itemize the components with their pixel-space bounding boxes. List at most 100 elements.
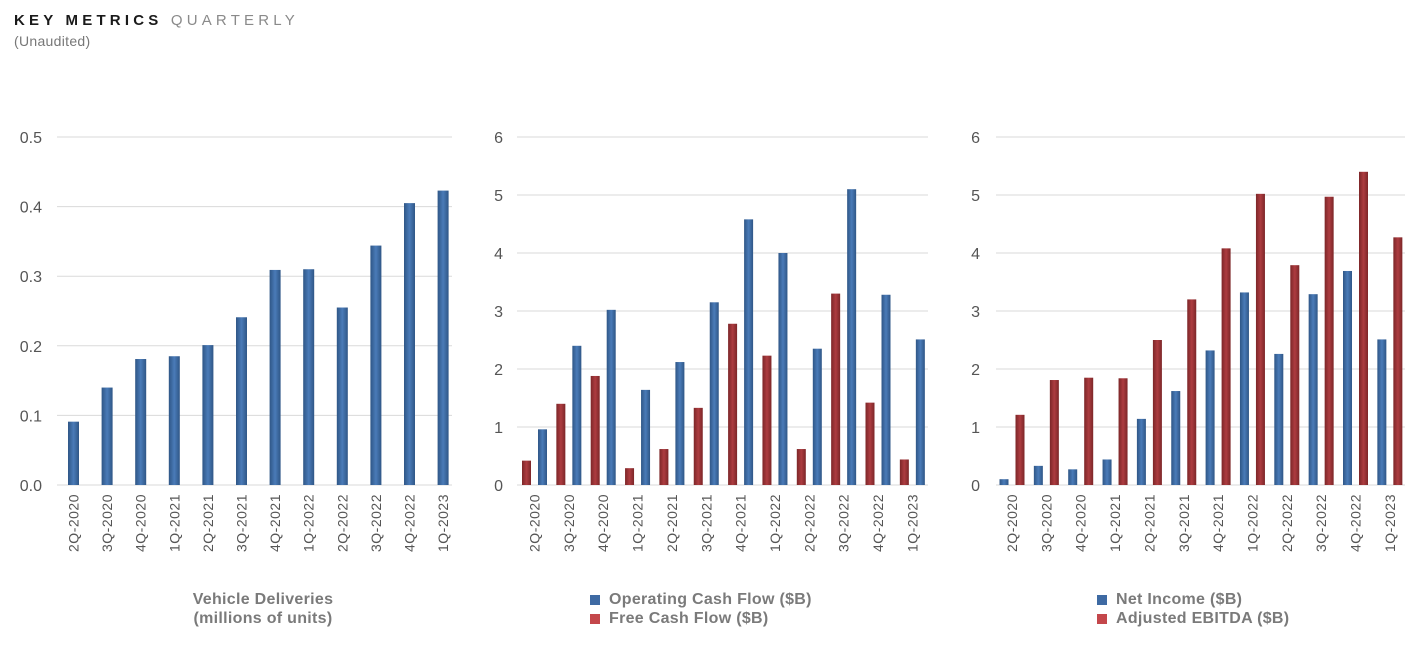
x-tick-label: 2Q-2021 — [664, 494, 680, 552]
page-title: KEY METRICS QUARTERLY — [14, 12, 299, 29]
bar — [303, 269, 315, 485]
bar — [1255, 193, 1265, 485]
x-tick-label: 2Q-2020 — [66, 494, 82, 552]
cashflow-chart: 0 1 2 3 4 5 6 2Q-2020 3Q-2020 4Q-2020 1Q-2021 2Q-20… — [494, 130, 928, 552]
y-tick-label: 4 — [971, 246, 980, 263]
deliveries-caption-line1: Vehicle Deliveries — [192, 591, 334, 608]
x-tick-label: 1Q-2023 — [1382, 494, 1398, 552]
bar — [762, 355, 772, 485]
x-tick-label: 1Q-2021 — [630, 494, 646, 552]
bar — [675, 362, 685, 485]
bar — [693, 407, 703, 485]
y-tick-label: 5 — [494, 188, 503, 205]
bar — [881, 294, 891, 485]
bar — [370, 245, 382, 485]
bar — [1290, 265, 1300, 485]
bar — [744, 219, 754, 486]
y-tick-label: 1 — [494, 420, 503, 437]
x-tick-label: 1Q-2021 — [1107, 494, 1123, 552]
legend-item-net-income: Net Income ($B) — [1097, 590, 1289, 609]
x-tick-label: 1Q-2022 — [301, 494, 317, 552]
legend-item-adjusted-ebitda: Adjusted EBITDA ($B) — [1097, 609, 1289, 628]
y-tick-label: 1 — [971, 420, 980, 437]
bar — [336, 307, 348, 485]
y-tick-label: 4 — [494, 246, 503, 263]
bar — [606, 309, 616, 485]
x-tick-label: 4Q-2021 — [267, 494, 283, 552]
x-tick-label: 3Q-2022 — [1313, 494, 1329, 552]
bar — [572, 345, 582, 485]
bar — [590, 375, 600, 485]
y-tick-label: 6 — [494, 130, 503, 147]
bar — [812, 348, 822, 485]
free-cash-flow-label: Free Cash Flow ($B) — [609, 609, 769, 627]
x-tick-label: 1Q-2023 — [435, 494, 451, 552]
bar — [1324, 196, 1334, 486]
x-tick-label: 3Q-2020 — [99, 494, 115, 552]
legend-item-free-cash-flow: Free Cash Flow ($B) — [590, 609, 812, 628]
bar — [915, 339, 925, 485]
x-tick-label: 2Q-2021 — [200, 494, 216, 552]
bar — [1102, 459, 1112, 485]
x-tick-label: 3Q-2021 — [234, 494, 250, 552]
bar — [236, 317, 247, 485]
bar — [1084, 377, 1094, 485]
deliveries-chart: 0.0 0.1 0.2 0.3 0.4 0.5 2Q-2020 3Q-2020 4Q-2020 1… — [20, 130, 452, 552]
x-tick-label: 1Q-2021 — [166, 494, 182, 552]
bar — [1033, 465, 1043, 485]
bar — [1049, 380, 1059, 485]
y-tick-label: 0.0 — [20, 478, 42, 495]
y-tick-label: 6 — [971, 130, 980, 147]
x-tick-label: 4Q-2022 — [402, 494, 418, 552]
free-cash-flow-swatch — [590, 613, 600, 624]
bar — [1068, 469, 1078, 485]
bar — [1343, 270, 1352, 485]
bar — [847, 189, 857, 485]
bar — [1015, 414, 1025, 485]
x-tick-label: 4Q-2020 — [133, 494, 149, 552]
bar — [556, 403, 566, 485]
x-tick-label: 4Q-2022 — [870, 494, 886, 552]
bar — [831, 293, 841, 485]
page-header: KEY METRICS QUARTERLY (Unaudited) — [14, 12, 299, 49]
x-tick-label: 4Q-2020 — [595, 494, 611, 552]
x-tick-label: 1Q-2022 — [1244, 494, 1260, 552]
x-tick-label: 2Q-2022 — [801, 494, 817, 552]
page-subtitle: (Unaudited) — [14, 33, 91, 49]
bar — [999, 479, 1009, 485]
x-tick-label: 2Q-2020 — [527, 494, 543, 552]
bar — [68, 421, 79, 485]
bar — [202, 345, 214, 485]
bar — [796, 449, 806, 485]
bar — [522, 460, 531, 485]
earnings-chart: 0 1 2 3 4 5 6 2Q-2020 3Q-2020 4Q-2020 1Q-2021 2Q-20… — [971, 130, 1405, 552]
bar — [1118, 378, 1128, 485]
x-tick-label: 4Q-2021 — [733, 494, 749, 552]
bar — [269, 269, 281, 485]
x-tick-label: 3Q-2020 — [1038, 494, 1054, 552]
x-tick-label: 1Q-2022 — [767, 494, 783, 552]
y-tick-label: 0 — [494, 478, 503, 495]
bar — [135, 359, 147, 485]
cashflow-legend: Operating Cash Flow ($B) Free Cash Flow … — [590, 590, 812, 628]
y-tick-label: 0 — [971, 478, 980, 495]
y-tick-label: 0.1 — [20, 408, 42, 425]
x-tick-label: 4Q-2020 — [1073, 494, 1089, 552]
deliveries-caption-line2: (millions of units) — [193, 610, 333, 627]
bar — [1171, 391, 1181, 485]
net-income-label: Net Income ($B) — [1116, 590, 1243, 608]
bar — [625, 468, 635, 485]
bar — [1152, 340, 1162, 485]
bar — [1239, 292, 1249, 485]
bar — [865, 402, 875, 485]
x-tick-label: 1Q-2023 — [904, 494, 920, 552]
x-tick-label: 2Q-2021 — [1141, 494, 1157, 552]
bar — [1393, 237, 1403, 485]
bar — [404, 203, 415, 485]
deliveries-caption: Vehicle Deliveries (millions of units) — [150, 590, 376, 628]
bar — [1221, 248, 1231, 485]
bar — [659, 449, 669, 485]
bar — [899, 459, 909, 485]
bar — [101, 387, 113, 485]
bar — [1274, 353, 1284, 485]
